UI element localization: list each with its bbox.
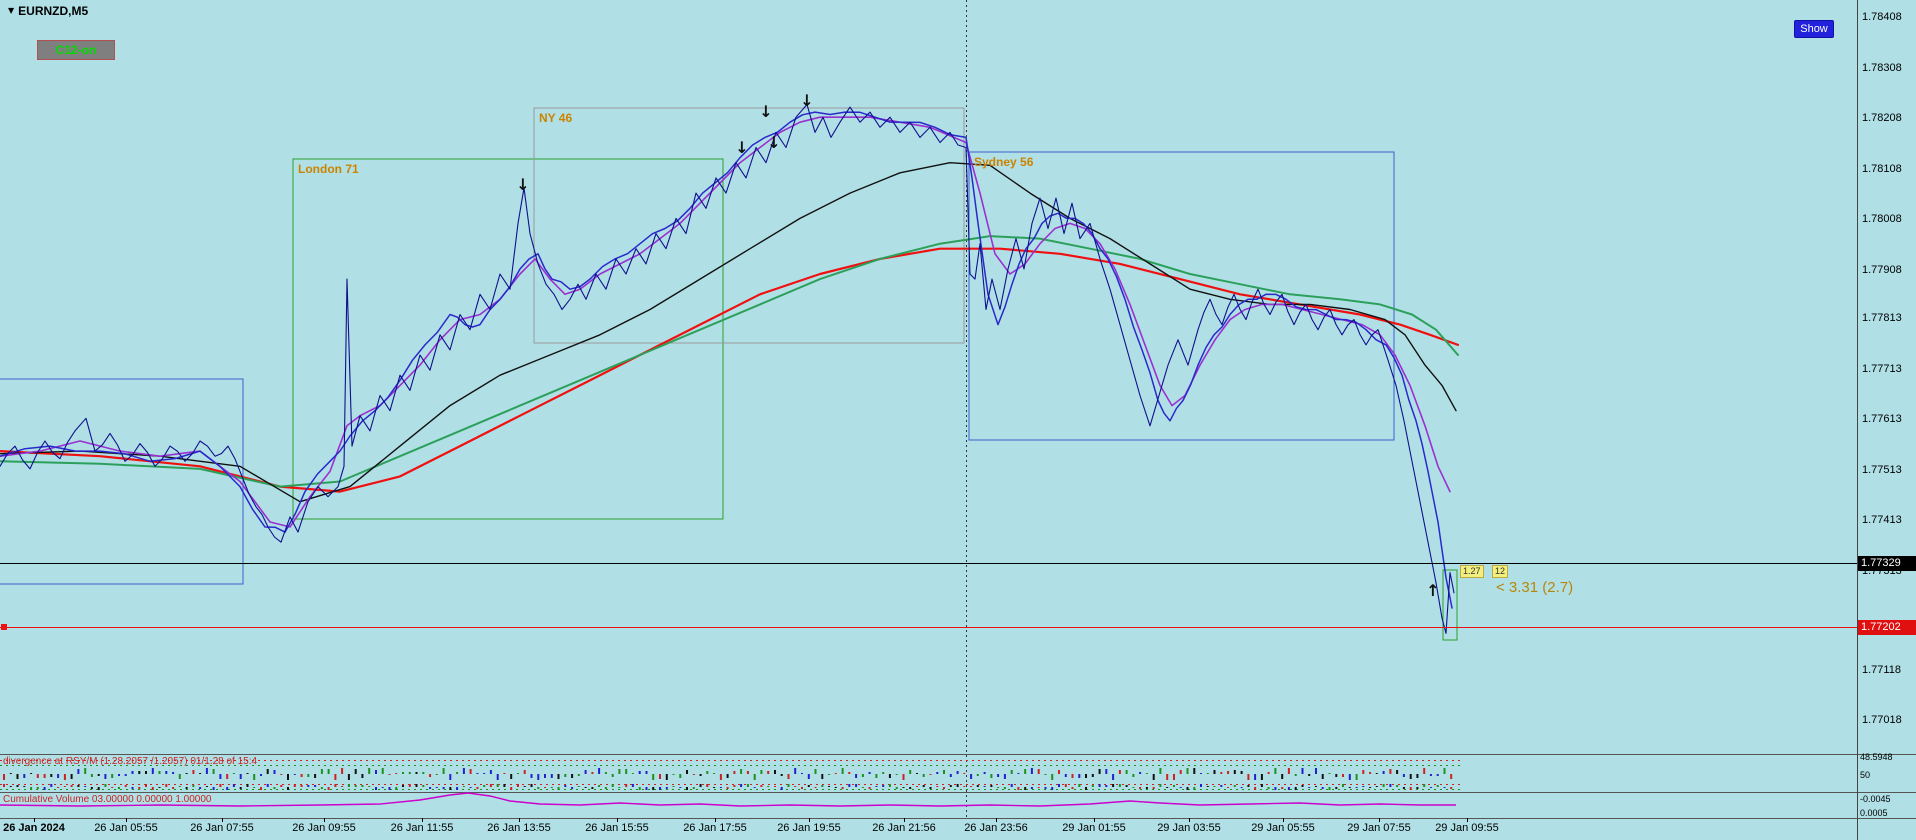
order-marker-box [1442, 569, 1458, 641]
sell-signal-arrow-icon: ↓ [735, 138, 748, 157]
series-ma-purple [0, 116, 1451, 528]
indicator-value-label: 50 [1860, 770, 1871, 780]
price-axis-label: 1.77813 [1862, 311, 1902, 324]
time-axis-label: 26 Jan 13:55 [487, 822, 551, 834]
indicator1-label: divergence at RSY/M (1.28.2057 /1.2057) … [3, 756, 258, 767]
symbol-timeframe-label: ▼ EURNZD,M5 [8, 4, 88, 18]
price-axis-label: 1.78408 [1862, 10, 1902, 23]
trade-chip-2: 12 [1492, 565, 1509, 578]
price-line-handle[interactable] [1, 624, 7, 630]
series-price [0, 103, 1455, 634]
indicator-value-label: 0.0005 [1860, 808, 1888, 818]
buy-signal-arrow-icon: ↑ [1426, 581, 1439, 600]
sell-signal-arrow-icon: ↓ [800, 91, 813, 110]
c12-toggle-button[interactable]: C12-on [37, 40, 115, 60]
sell-signal-arrow-icon: ↓ [516, 175, 529, 194]
symbol-text: EURNZD,M5 [18, 4, 89, 18]
cumulative-volume-line [0, 792, 1456, 807]
series-ma-black [0, 161, 1457, 503]
level-price-badge: 1.77329 [1858, 555, 1916, 571]
price-axis-label: 1.77613 [1862, 412, 1902, 425]
time-axis-label: 29 Jan 09:55 [1435, 822, 1499, 834]
time-axis-label: 26 Jan 11:55 [390, 822, 454, 834]
session-label-london-71: London 71 [298, 162, 359, 176]
trade-chip-1: 1.27 [1460, 565, 1484, 578]
session-box-london-71 [292, 158, 724, 520]
time-axis-label: 26 Jan 2024 [3, 822, 65, 834]
price-axis-label: 1.77713 [1862, 362, 1902, 375]
time-axis-label: 26 Jan 05:55 [94, 822, 158, 834]
time-axis-label: 26 Jan 19:55 [777, 822, 841, 834]
show-button[interactable]: Show [1794, 20, 1834, 38]
time-axis-label: 26 Jan 21:56 [872, 822, 936, 834]
time-axis-label: 26 Jan 09:55 [292, 822, 356, 834]
price-axis-label: 1.77413 [1862, 513, 1902, 526]
trade-annotation: < 3.31 (2.7) [1496, 579, 1574, 596]
session-box-ny-46 [533, 107, 965, 344]
price-axis-label: 1.78008 [1862, 212, 1902, 225]
indicator-value-label: -0.0045 [1860, 794, 1891, 804]
session-box-sydney-56 [968, 151, 1395, 441]
price-axis-label: 1.78108 [1862, 162, 1902, 175]
bid-price-badge: 1.77202 [1858, 619, 1916, 635]
dropdown-triangle-icon[interactable]: ▼ [8, 6, 15, 15]
time-axis-label: 26 Jan 15:55 [585, 822, 649, 834]
sell-signal-arrow-icon: ↓ [759, 102, 772, 121]
time-axis-label: 29 Jan 07:55 [1347, 822, 1411, 834]
time-axis-label: 26 Jan 23:56 [964, 822, 1028, 834]
time-axis-label: 26 Jan 07:55 [190, 822, 254, 834]
sell-signal-arrow-icon: ↓ [767, 133, 780, 152]
price-axis-label: 1.77908 [1862, 263, 1902, 276]
series-ma-green [0, 235, 1459, 488]
price-axis-label: 1.77313 [1862, 564, 1902, 577]
price-axis-label: 1.78308 [1862, 61, 1902, 74]
session-label-sydney-56: Sydney 56 [974, 155, 1034, 169]
time-axis-label: 29 Jan 01:55 [1062, 822, 1126, 834]
price-axis-label: 1.77118 [1862, 663, 1901, 676]
time-axis-label: 29 Jan 03:55 [1157, 822, 1221, 834]
session-box-partial [0, 378, 244, 585]
price-axis-label: 1.77018 [1862, 713, 1902, 726]
indicator-histogram [3, 768, 1453, 790]
time-axis-label: 26 Jan 17:55 [683, 822, 747, 834]
series-ma-blue [0, 111, 1453, 609]
indicator-value-label: 48.5948 [1860, 752, 1893, 762]
indicator2-label: Cumulative Volume 03.00000 0.00000 1.000… [3, 794, 212, 805]
session-label-ny-46: NY 46 [539, 111, 573, 125]
price-axis-label: 1.78208 [1862, 111, 1902, 124]
price-axis-label: 1.77513 [1862, 463, 1902, 476]
time-axis-label: 29 Jan 05:55 [1251, 822, 1315, 834]
